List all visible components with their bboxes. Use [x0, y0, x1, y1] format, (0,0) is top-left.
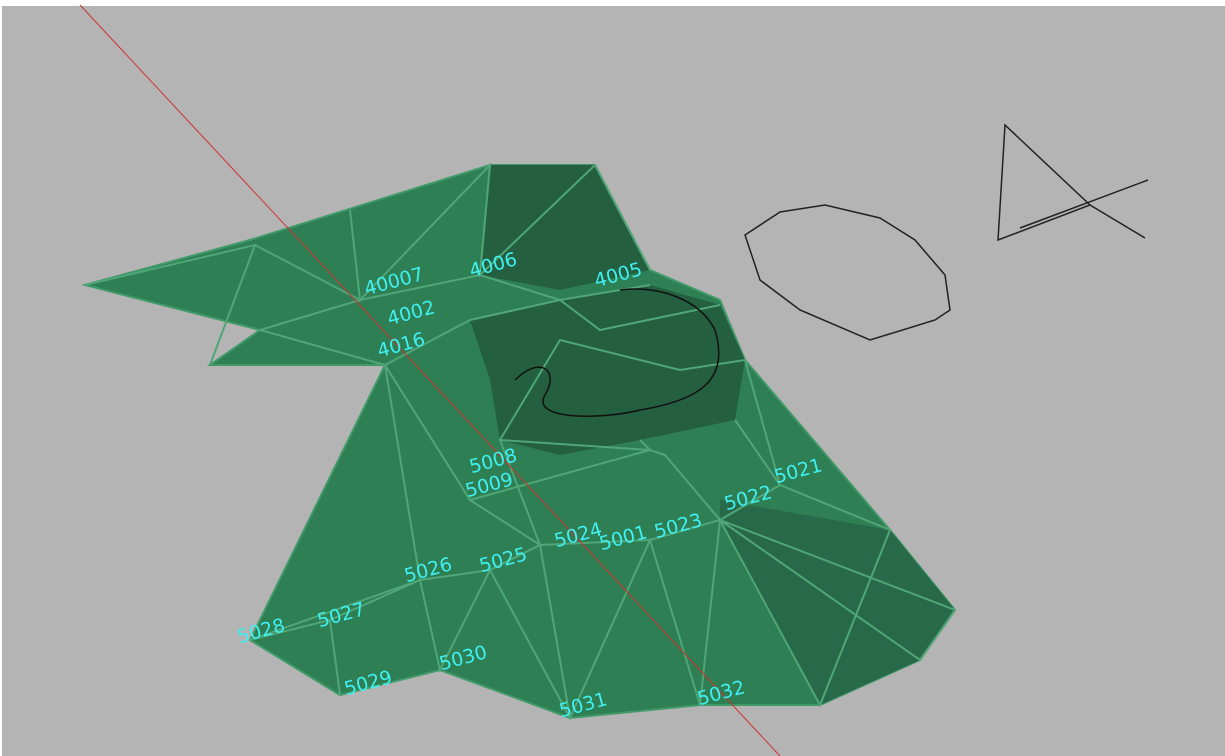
- triangle-shape: [997, 123, 1092, 242]
- ellipse-shape: [744, 204, 951, 341]
- surface-shadow: [470, 285, 745, 455]
- triangulation: [84, 162, 957, 721]
- axis-line: [79, 4, 781, 756]
- surface-shadow: [480, 165, 650, 290]
- contour-line: [514, 288, 720, 417]
- line-shape: [1019, 179, 1149, 229]
- line-shape: [1089, 204, 1146, 239]
